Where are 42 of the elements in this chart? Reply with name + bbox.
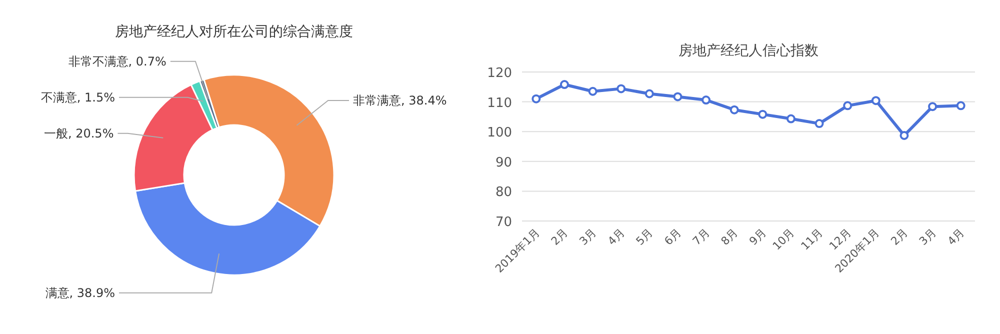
y-tick-label: 120 [487, 66, 512, 81]
chart-title: 房地产经纪人信心指数 [678, 43, 818, 59]
point [730, 105, 739, 114]
x-tick-label: 10月 [770, 226, 798, 253]
x-tick-label: 9月 [746, 226, 769, 248]
point [532, 94, 541, 104]
point [871, 96, 880, 106]
x-tick-label: 7月 [690, 226, 712, 248]
x-tick-label: 5月 [634, 226, 656, 248]
point [956, 101, 966, 110]
slice-label: 非常满意, 38.4% [353, 93, 447, 108]
x-tick-label: 3月 [916, 226, 939, 248]
x-tick-label: 2月 [888, 226, 910, 248]
point [616, 84, 626, 94]
point [644, 89, 654, 98]
point [900, 130, 909, 140]
slice-label: 非常不满意, 0.7% [68, 54, 166, 68]
slice-label: 一般, 20.5% [44, 126, 114, 140]
x-tick-label: 6月 [662, 226, 684, 248]
chart-title: 房地产经纪人对所在公司的综合满意度 [115, 24, 353, 40]
y-tick-label: 70 [495, 215, 512, 230]
x-tick-label: 2月 [548, 226, 571, 248]
point [673, 92, 682, 102]
point [560, 80, 569, 90]
y-tick-label: 80 [495, 185, 512, 200]
x-tick-label: 8月 [718, 226, 740, 248]
point [758, 110, 768, 119]
y-tick-label: 90 [495, 155, 512, 170]
point [928, 102, 938, 112]
y-tick-label: 110 [487, 96, 512, 111]
x-tick-label: 3月 [576, 226, 599, 248]
point [814, 119, 824, 128]
slice-label: 满意, 38.9% [45, 286, 115, 300]
point [786, 114, 796, 124]
point [843, 101, 852, 110]
y-tick-label: 100 [487, 126, 512, 141]
x-tick-label: 11月 [798, 226, 826, 253]
x-tick-label: 4月 [945, 226, 967, 248]
slice-label: 不满意, 1.5% [40, 90, 115, 104]
x-tick-label: 4月 [605, 226, 628, 248]
point [588, 86, 598, 96]
point [702, 96, 711, 105]
